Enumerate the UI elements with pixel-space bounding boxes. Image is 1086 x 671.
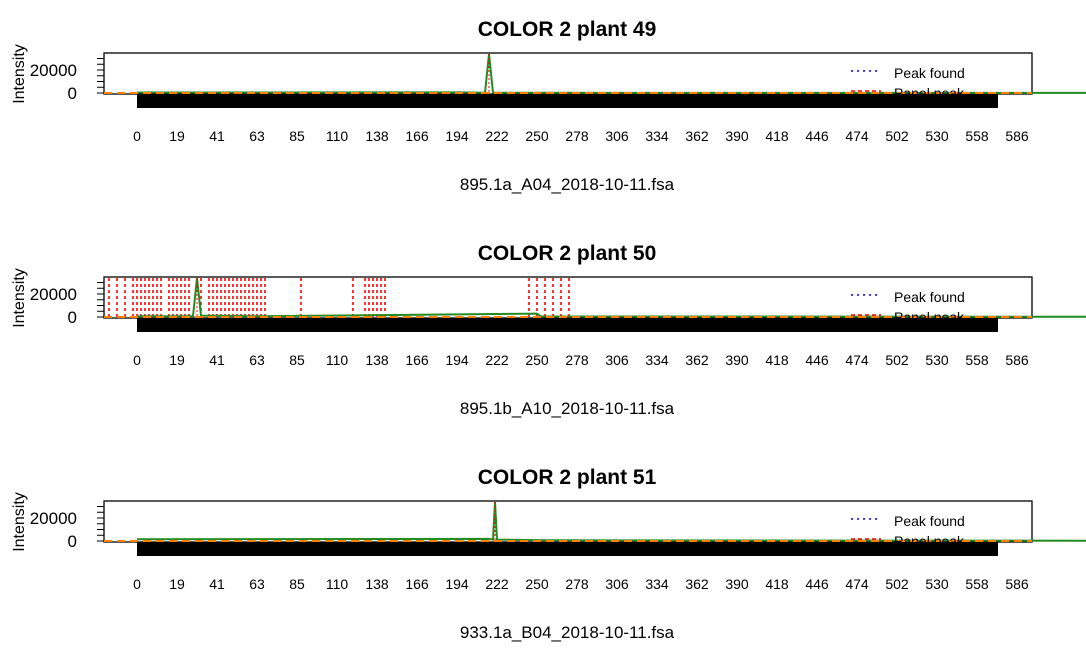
x-tick-label: 586 [1005, 352, 1029, 368]
x-tick-label: 222 [485, 576, 509, 592]
x-tick-label: 138 [365, 576, 389, 592]
y-axis-label: Intensity [11, 492, 28, 552]
x-tick-label: 362 [685, 352, 709, 368]
x-tick-label: 63 [249, 576, 265, 592]
x-tick-label: 558 [965, 352, 989, 368]
x-tick-label: 362 [685, 576, 709, 592]
y-axis-label: Intensity [11, 44, 28, 104]
x-tick-label: 19 [169, 576, 185, 592]
x-tick-label: 85 [289, 576, 305, 592]
x-axis-label: 895.1b_A10_2018-10-11.fsa [460, 399, 675, 418]
x-tick-label: 41 [209, 576, 225, 592]
x-tick-band [137, 318, 998, 332]
plot-frame [103, 52, 1033, 95]
x-tick-label: 194 [445, 576, 469, 592]
x-tick-label: 166 [405, 128, 429, 144]
x-tick-label: 306 [605, 352, 629, 368]
y-tick-label: 20000 [30, 509, 77, 528]
x-tick-label: 502 [885, 128, 909, 144]
x-axis-label: 933.1a_B04_2018-10-11.fsa [460, 623, 675, 642]
y-tick-label: 20000 [30, 61, 77, 80]
chart-title: COLOR 2 plant 51 [478, 466, 657, 489]
x-tick-label: 586 [1005, 128, 1029, 144]
x-tick-label: 194 [445, 352, 469, 368]
chart-title: COLOR 2 plant 49 [478, 18, 657, 41]
x-tick-band [137, 542, 998, 556]
x-tick-label: 110 [326, 352, 349, 368]
x-tick-label: 446 [805, 128, 829, 144]
x-tick-label: 0 [133, 352, 141, 368]
x-tick-label: 166 [405, 352, 429, 368]
x-tick-label: 334 [645, 128, 669, 144]
x-tick-label: 110 [326, 576, 349, 592]
plot-frame [103, 276, 1033, 319]
x-tick-label: 41 [209, 128, 225, 144]
signal-trace [136, 277, 1086, 318]
x-tick-label: 222 [485, 352, 509, 368]
legend-label-peak-found: Peak found [894, 65, 965, 81]
x-tick-label: 278 [565, 576, 589, 592]
x-tick-label: 474 [845, 576, 869, 592]
x-tick-label: 334 [645, 352, 669, 368]
x-tick-label: 222 [485, 128, 509, 144]
x-tick-label: 306 [605, 576, 629, 592]
x-tick-label: 530 [925, 128, 949, 144]
x-tick-label: 85 [289, 352, 305, 368]
x-tick-label: 390 [725, 128, 749, 144]
x-tick-label: 19 [169, 128, 185, 144]
x-tick-label: 418 [765, 128, 789, 144]
x-tick-label: 418 [765, 352, 789, 368]
x-tick-label: 250 [525, 576, 549, 592]
x-tick-label: 63 [249, 128, 265, 144]
x-tick-label: 278 [565, 128, 589, 144]
x-tick-label: 278 [565, 352, 589, 368]
x-tick-label: 390 [725, 576, 749, 592]
x-tick-label: 41 [209, 352, 225, 368]
x-tick-label: 418 [765, 576, 789, 592]
x-tick-label: 502 [885, 352, 909, 368]
x-tick-label: 166 [405, 576, 429, 592]
x-tick-label: 19 [169, 352, 185, 368]
x-tick-label: 446 [805, 352, 829, 368]
y-tick-label: 20000 [30, 285, 77, 304]
x-tick-label: 250 [525, 128, 549, 144]
x-tick-band [137, 94, 998, 108]
y-axis-label: Intensity [11, 268, 28, 328]
x-tick-label: 0 [133, 128, 141, 144]
x-tick-label: 138 [365, 128, 389, 144]
x-tick-label: 586 [1005, 576, 1029, 592]
x-tick-label: 558 [965, 128, 989, 144]
x-tick-label: 530 [925, 576, 949, 592]
x-tick-label: 390 [725, 352, 749, 368]
x-tick-label: 110 [326, 128, 349, 144]
legend-label-peak-found: Peak found [894, 513, 965, 529]
x-tick-label: 474 [845, 352, 869, 368]
x-tick-label: 138 [365, 352, 389, 368]
x-tick-label: 0 [133, 576, 141, 592]
x-tick-label: 362 [685, 128, 709, 144]
y-tick-label: 0 [68, 532, 77, 551]
legend-label-peak-found: Peak found [894, 289, 965, 305]
x-tick-label: 250 [525, 352, 549, 368]
x-tick-label: 63 [249, 352, 265, 368]
x-tick-label: 334 [645, 576, 669, 592]
y-tick-label: 0 [68, 84, 77, 103]
x-tick-label: 85 [289, 128, 305, 144]
x-tick-label: 306 [605, 128, 629, 144]
chart-title: COLOR 2 plant 50 [478, 242, 657, 265]
x-axis-label: 895.1a_A04_2018-10-11.fsa [460, 175, 675, 194]
x-tick-label: 502 [885, 576, 909, 592]
x-tick-label: 474 [845, 128, 869, 144]
x-tick-label: 194 [445, 128, 469, 144]
plot-frame [103, 500, 1033, 543]
x-tick-label: 446 [805, 576, 829, 592]
x-tick-label: 530 [925, 352, 949, 368]
y-tick-label: 0 [68, 308, 77, 327]
x-tick-label: 558 [965, 576, 989, 592]
